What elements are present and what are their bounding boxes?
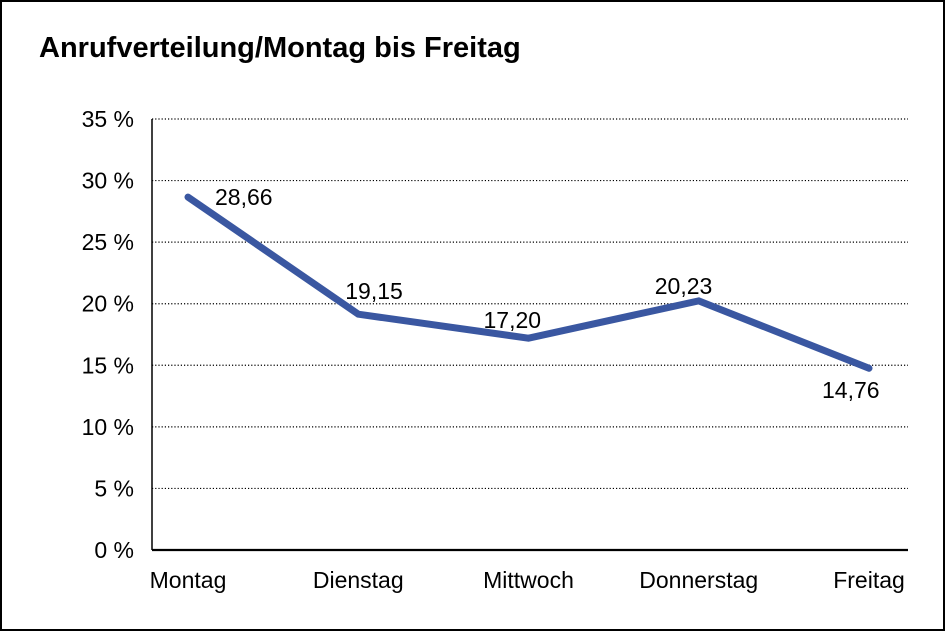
x-axis-label: Mittwoch [483,567,574,593]
x-axis-label: Dienstag [313,567,404,593]
y-axis-tick-label: 10 % [82,414,134,440]
y-axis-tick-label: 5 % [94,475,134,501]
y-axis-tick-label: 30 % [82,168,134,194]
y-axis-tick-label: 25 % [82,229,134,255]
data-label: 20,23 [655,273,713,299]
y-axis-tick-label: 15 % [82,352,134,378]
y-axis-tick-label: 0 % [94,537,134,563]
data-label: 17,20 [484,307,542,333]
x-axis-label: Donnerstag [639,567,758,593]
data-label: 19,15 [345,278,403,304]
x-axis-label: Montag [150,567,227,593]
chart-title: Anrufverteilung/Montag bis Freitag [39,32,521,64]
data-label: 28,66 [215,184,273,210]
x-axis-label: Freitag [833,567,905,593]
y-axis-tick-label: 20 % [82,291,134,317]
data-line [184,193,873,372]
y-axis-tick-label: 35 % [82,106,134,132]
data-label: 14,76 [822,377,880,403]
